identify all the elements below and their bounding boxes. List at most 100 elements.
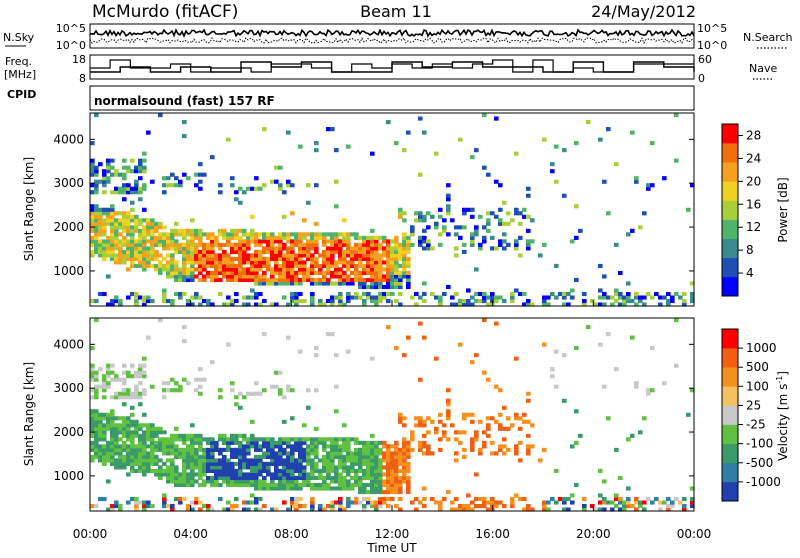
velocity-cell	[682, 507, 687, 512]
velocity-cell	[250, 475, 255, 481]
power-cell	[514, 207, 519, 212]
velocity-cell	[114, 500, 119, 505]
power-cell	[310, 277, 315, 283]
power-cell	[466, 298, 471, 304]
velocity-cell	[450, 500, 455, 505]
nsearch-trace	[89, 36, 695, 45]
nsearch-tick-bottom: 10^0	[697, 39, 727, 52]
power-cell	[378, 274, 383, 279]
power-cell	[286, 253, 291, 258]
velocity-cell	[442, 423, 447, 428]
velocity-cell	[242, 507, 247, 512]
velocity-cell	[286, 468, 291, 473]
power-cell	[466, 288, 471, 293]
power-cell	[182, 277, 187, 283]
power-cell	[98, 228, 103, 233]
velocity-cell	[290, 447, 295, 452]
velocity-cell	[358, 461, 363, 466]
power-cell	[290, 249, 295, 254]
power-cell	[134, 225, 139, 230]
power-cell	[326, 277, 331, 283]
velocity-cell	[454, 430, 459, 435]
velocity-cell	[342, 507, 347, 512]
power-cell	[290, 256, 295, 261]
velocity-cell	[250, 479, 255, 484]
velocity-cell	[330, 486, 335, 491]
velocity-cell	[354, 447, 359, 452]
power-cell	[342, 232, 347, 237]
power-cell	[126, 190, 131, 195]
velocity-cell	[146, 426, 151, 431]
velocity-cell	[490, 496, 495, 502]
power-cell	[326, 270, 331, 276]
velocity-cell	[310, 503, 315, 509]
velocity-cell	[254, 472, 259, 477]
velocity-cell	[370, 454, 375, 459]
velocity-cell	[386, 475, 391, 481]
velocity-cell	[102, 447, 107, 452]
velocity-cell	[142, 447, 147, 452]
velocity-cell	[182, 454, 187, 459]
velocity-cell	[326, 472, 331, 477]
velocity-cell	[302, 451, 307, 456]
power-cell	[146, 263, 151, 268]
velocity-cell	[266, 444, 271, 449]
power-cell	[330, 253, 335, 258]
power-cell	[398, 270, 403, 276]
velocity-cell	[94, 444, 99, 449]
velocity-cell	[362, 444, 367, 449]
power-cell	[94, 183, 99, 188]
power-cell	[342, 263, 347, 268]
colorbar-tick-label: 12	[746, 220, 761, 234]
power-cell	[374, 270, 379, 276]
velocity-cell	[598, 468, 603, 473]
velocity-cell	[290, 500, 295, 505]
velocity-cell	[142, 433, 147, 438]
velocity-cell	[350, 500, 355, 505]
power-cell	[358, 284, 363, 290]
power-cell	[290, 183, 295, 188]
velocity-cell	[278, 486, 283, 491]
power-cell	[218, 246, 223, 251]
power-cell	[162, 235, 167, 240]
power-cell	[294, 232, 299, 237]
power-cell	[266, 239, 271, 244]
velocity-cell	[386, 482, 391, 488]
power-cell	[334, 179, 339, 184]
velocity-cell	[290, 416, 295, 421]
velocity-cell	[210, 454, 215, 459]
velocity-cell	[214, 472, 219, 477]
power-cell	[270, 267, 275, 272]
power-cell	[666, 291, 671, 297]
velocity-cell	[202, 377, 207, 382]
velocity-cell	[110, 416, 115, 421]
velocity-cell	[366, 461, 371, 466]
velocity-cell	[122, 391, 127, 396]
power-cell	[294, 260, 299, 265]
power-cell	[278, 232, 283, 237]
power-cell	[186, 270, 191, 276]
power-cell	[190, 302, 195, 307]
power-cell	[314, 183, 319, 188]
power-cell	[374, 256, 379, 261]
velocity-cell	[406, 444, 411, 449]
power-cell	[238, 277, 243, 283]
velocity-cell	[382, 482, 387, 488]
velocity-cell	[98, 419, 103, 424]
power-cell	[390, 277, 395, 283]
velocity-cell	[234, 451, 239, 456]
power-cell	[98, 253, 103, 258]
velocity-cell	[134, 458, 139, 463]
velocity-cell	[266, 437, 271, 442]
velocity-cell	[406, 479, 411, 484]
power-cell	[138, 186, 143, 191]
power-cell	[230, 183, 235, 188]
power-cell	[574, 235, 579, 240]
power-cell	[298, 232, 303, 237]
velocity-cell	[246, 507, 251, 512]
power-cell	[454, 253, 459, 258]
power-cell	[186, 242, 191, 247]
velocity-cell	[134, 423, 139, 428]
power-cell	[338, 295, 343, 300]
power-cell	[382, 267, 387, 272]
